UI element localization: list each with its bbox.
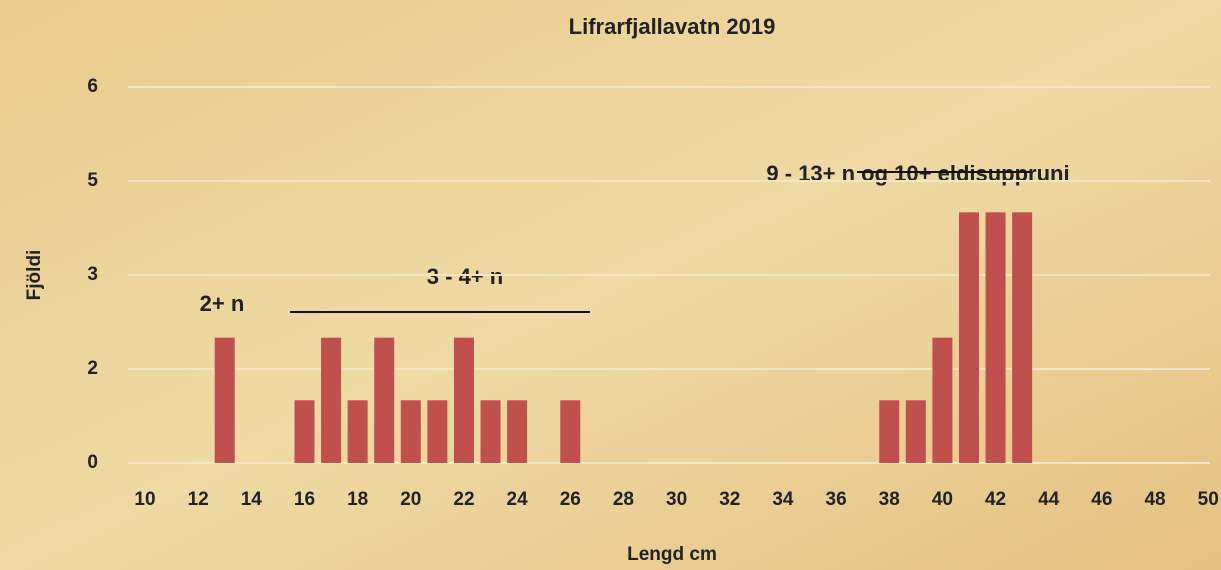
x-tick-label: 24 xyxy=(507,489,529,510)
annotation: 9 - 13+ n og 10+ eldisuppruni xyxy=(766,161,1069,186)
x-tick-label: 42 xyxy=(985,489,1006,510)
x-tick-label: 22 xyxy=(453,489,474,510)
y-tick-label: 6 xyxy=(87,76,98,97)
x-tick-label: 34 xyxy=(772,489,794,510)
bar xyxy=(294,400,315,463)
x-axis-title: Lengd cm xyxy=(627,544,717,565)
x-tick-label: 30 xyxy=(666,489,687,510)
bar xyxy=(879,400,900,463)
x-tick-label: 28 xyxy=(613,489,634,510)
y-tick-label: 5 xyxy=(87,170,98,191)
y-axis-title: Fjöldi xyxy=(24,250,45,301)
x-tick-label: 26 xyxy=(560,489,581,510)
x-tick-label: 46 xyxy=(1091,489,1112,510)
x-tick-label: 44 xyxy=(1038,489,1060,510)
x-tick-label: 14 xyxy=(241,489,263,510)
chart-title: Lifrarfjallavatn 2019 xyxy=(569,14,776,39)
x-tick-label: 16 xyxy=(294,489,315,510)
x-tick-label: 32 xyxy=(719,489,740,510)
annotation: 2+ n xyxy=(200,291,245,316)
x-tick-label: 18 xyxy=(347,489,368,510)
x-tick-label: 36 xyxy=(826,489,847,510)
bar xyxy=(427,400,448,463)
bar xyxy=(905,400,926,463)
x-tick-label: 38 xyxy=(879,489,900,510)
bar xyxy=(507,400,528,463)
bar xyxy=(374,337,395,463)
bar xyxy=(1012,212,1033,463)
bar xyxy=(958,212,979,463)
bar xyxy=(400,400,421,463)
x-tick-label: 50 xyxy=(1198,489,1219,510)
y-tick-label: 0 xyxy=(87,452,98,473)
y-tick-label: 2 xyxy=(87,358,98,379)
bar xyxy=(480,400,501,463)
y-tick-label: 3 xyxy=(87,264,98,285)
bar xyxy=(560,400,581,463)
x-tick-label: 40 xyxy=(932,489,953,510)
bar xyxy=(321,337,342,463)
annotation: 3 - 4+ n xyxy=(427,264,503,289)
x-tick-label: 48 xyxy=(1144,489,1165,510)
bar xyxy=(453,337,474,463)
bar xyxy=(214,337,235,463)
bar xyxy=(985,212,1006,463)
bar xyxy=(932,337,953,463)
x-tick-label: 10 xyxy=(134,489,155,510)
bar xyxy=(347,400,368,463)
x-tick-label: 20 xyxy=(400,489,421,510)
x-tick-label: 12 xyxy=(188,489,209,510)
